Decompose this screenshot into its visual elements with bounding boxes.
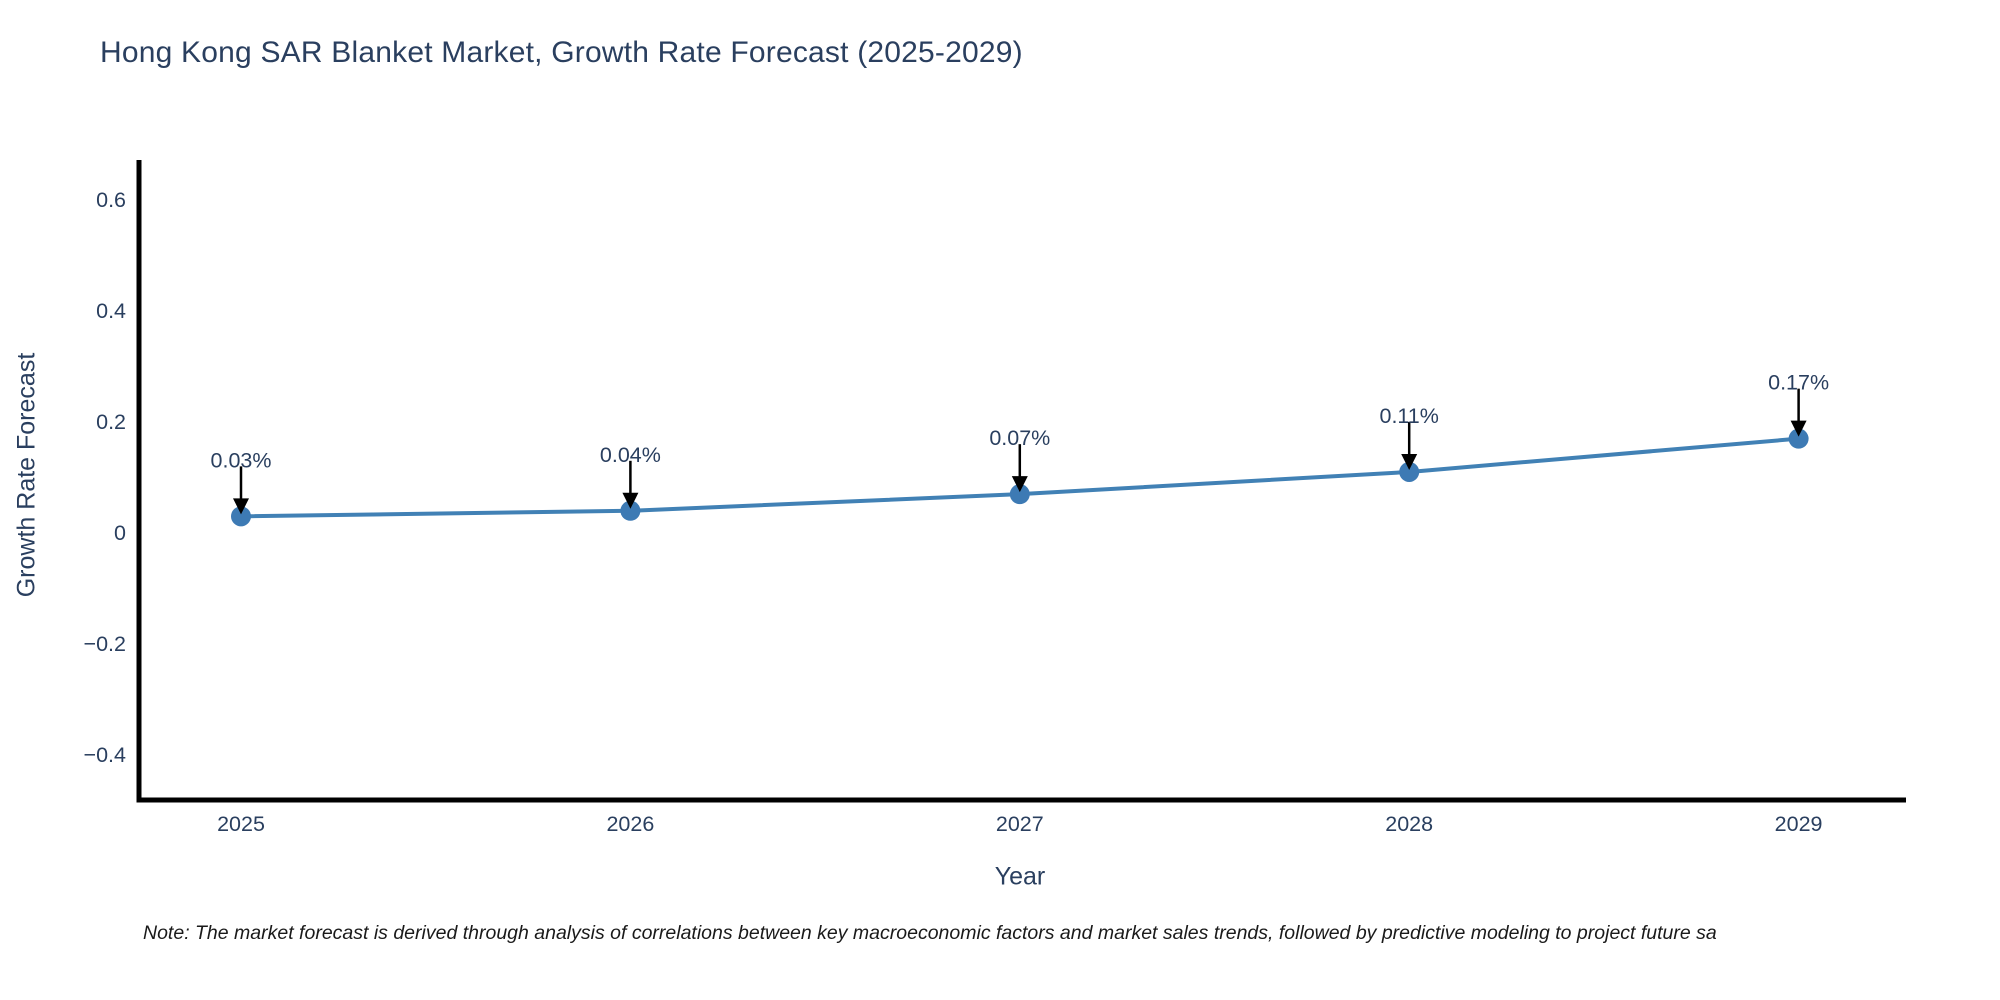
point-value-label: 0.17% xyxy=(1768,371,1829,395)
data-point-marker xyxy=(1788,428,1809,449)
x-tick-label: 2029 xyxy=(1775,812,1823,836)
x-axis-title: Year xyxy=(994,862,1046,891)
y-tick-label: 0.6 xyxy=(96,188,126,212)
data-point-marker xyxy=(231,506,251,527)
annotation-arrowhead xyxy=(1401,453,1418,470)
data-point-marker xyxy=(1009,484,1030,505)
x-tick-label: 2027 xyxy=(996,812,1044,836)
point-value-label: 0.07% xyxy=(989,426,1050,450)
footnote: Note: The market forecast is derived thr… xyxy=(143,922,1717,944)
y-tick-label: −0.2 xyxy=(84,632,126,656)
data-point-marker xyxy=(620,500,641,521)
x-tick-label: 2026 xyxy=(606,812,654,836)
point-value-label: 0.03% xyxy=(211,448,272,472)
y-tick-label: 0.2 xyxy=(96,410,126,434)
point-value-label: 0.11% xyxy=(1380,404,1439,428)
x-tick-label: 2025 xyxy=(217,812,265,836)
annotation-arrowhead xyxy=(1011,476,1028,493)
y-tick-label: 0 xyxy=(114,521,126,545)
x-tick-label: 2028 xyxy=(1385,812,1433,836)
data-point-marker xyxy=(1399,461,1420,482)
annotation-arrowhead xyxy=(622,492,639,509)
y-axis-title: Growth Rate Forecast xyxy=(12,352,41,598)
y-tick-label: −0.4 xyxy=(84,743,126,767)
chart-title: Hong Kong SAR Blanket Market, Growth Rat… xyxy=(100,36,1023,69)
annotation-arrowhead xyxy=(233,498,249,515)
point-value-label: 0.04% xyxy=(600,443,661,467)
y-tick-label: 0.4 xyxy=(96,299,126,323)
annotation-arrowhead xyxy=(1790,420,1807,437)
